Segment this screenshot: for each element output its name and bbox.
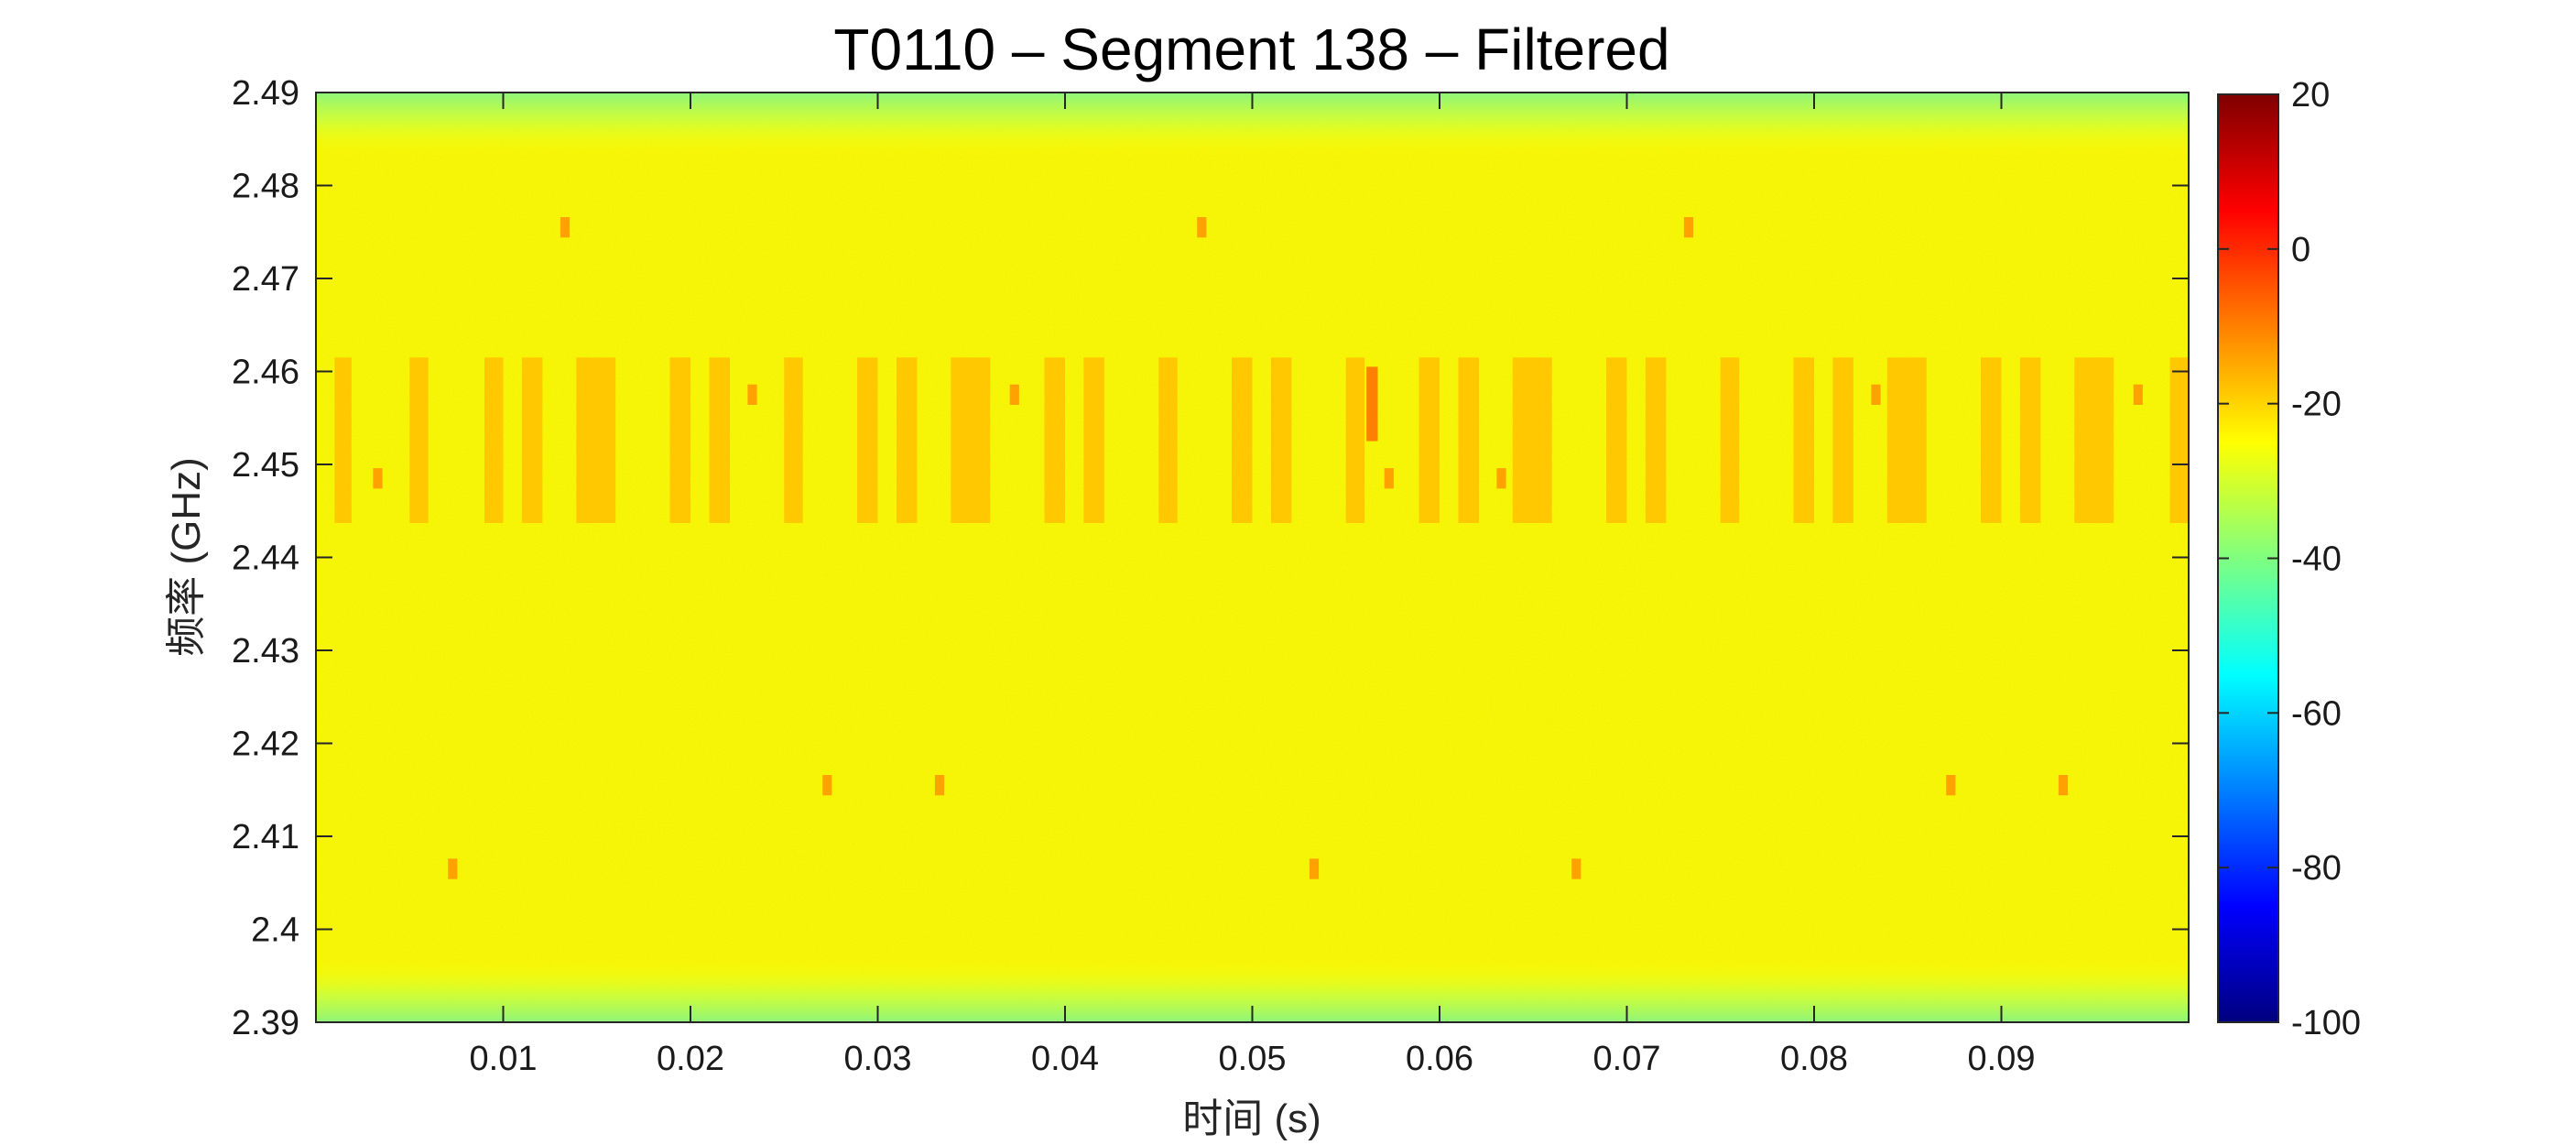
hop-mark [1009, 384, 1019, 405]
y-tick-label: 2.47 [232, 260, 299, 299]
colorbar-tick-label: 20 [2291, 76, 2330, 114]
y-tick-label: 2.49 [232, 74, 299, 113]
hop-mark [747, 384, 757, 405]
colorbar-tick-label: -60 [2291, 694, 2342, 733]
burst-mark [1512, 357, 1552, 523]
hop-mark [822, 775, 832, 796]
burst-mark [484, 357, 504, 523]
x-tick-label: 0.04 [1031, 1040, 1099, 1078]
hop-mark [1683, 217, 1694, 238]
hop-mark [1384, 468, 1394, 489]
x-tick-label: 0.02 [657, 1040, 724, 1078]
x-tick-label: 0.06 [1406, 1040, 1473, 1078]
hop-mark [1496, 468, 1506, 489]
colorbar-tick-label: -100 [2291, 1004, 2361, 1042]
plot-area [316, 93, 2189, 1022]
colorbar-axis: 20 0 -20 -40 -60 -80 -100 [2218, 76, 2361, 1042]
burst-mark [951, 357, 991, 523]
y-tick-label: 2.43 [232, 632, 299, 671]
narrowband-hops [373, 217, 2143, 879]
hop-mark [560, 217, 571, 238]
hop-mark [2133, 384, 2143, 405]
colorbar-tick-label: -40 [2291, 540, 2342, 579]
x-tick-label: 0.08 [1780, 1040, 1848, 1078]
burst-mark [2169, 357, 2189, 523]
burst-mark [784, 357, 803, 523]
x-tick-label: 0.01 [470, 1040, 538, 1078]
burst-mark [2074, 357, 2114, 523]
burst-mark [1832, 357, 1853, 523]
y-tick-label: 2.48 [232, 168, 299, 206]
x-tick-label: 0.09 [1968, 1040, 2036, 1078]
burst-mark [1886, 357, 1927, 523]
burst-mark [1083, 357, 1104, 523]
y-tick-label: 2.44 [232, 540, 299, 578]
burst-mark [521, 357, 543, 523]
y-tick-label: 2.4 [251, 911, 299, 950]
strong-burst-mark [1366, 366, 1378, 442]
burst-mark [1981, 357, 2002, 523]
hop-mark [1871, 384, 1881, 405]
hop-mark [448, 858, 458, 879]
x-tick-label: 0.03 [844, 1040, 912, 1078]
burst-mark [576, 357, 616, 523]
burst-mark [2019, 357, 2041, 523]
x-tick-label: 0.05 [1219, 1040, 1287, 1078]
chart-title: T0110 – Segment 138 – Filtered [833, 16, 1669, 82]
hop-mark [1309, 858, 1320, 879]
y-axis: 2.39 2.4 2.41 2.42 2.43 2.44 2.45 2.46 2.47 2.48 2… [232, 74, 2189, 1042]
hop-mark [2058, 775, 2069, 796]
burst-mark [1158, 357, 1178, 523]
hop-mark [934, 775, 945, 796]
y-tick-label: 2.42 [232, 725, 299, 764]
burst-mark [1645, 357, 1667, 523]
burst-mark [1606, 357, 1627, 523]
colorbar-tick-label: 0 [2291, 231, 2310, 269]
burst-mark [897, 357, 918, 523]
hop-mark [1197, 217, 1207, 238]
y-tick-label: 2.46 [232, 354, 299, 392]
wideband-bursts [334, 357, 2189, 523]
hop-mark [1571, 858, 1581, 879]
burst-mark [1418, 357, 1440, 523]
burst-mark [409, 357, 429, 523]
colorbar-tick-label: -20 [2291, 386, 2342, 424]
x-tick-label: 0.07 [1593, 1040, 1661, 1078]
x-axis-label: 时间 (s) [1182, 1096, 1321, 1141]
y-axis-label: 频率 (GHz) [164, 457, 209, 657]
burst-mark [1720, 357, 1740, 523]
hop-mark [1946, 775, 1956, 796]
colorbar-tick-label: -80 [2291, 849, 2342, 888]
burst-mark [669, 357, 690, 523]
x-axis: 0.01 0.02 0.03 0.04 0.05 0.06 0.07 0.08 0.09 [470, 93, 2036, 1078]
burst-mark [1793, 357, 1814, 523]
burst-mark [857, 357, 878, 523]
y-tick-label: 2.45 [232, 446, 299, 485]
burst-mark [709, 357, 730, 523]
band-edge-rolloff [316, 93, 2189, 1022]
burst-mark [1232, 357, 1253, 523]
burst-mark [334, 357, 352, 523]
y-tick-label: 2.41 [232, 818, 299, 856]
hop-mark [373, 468, 383, 489]
burst-mark [1270, 357, 1292, 523]
burst-mark [1345, 357, 1365, 523]
burst-mark [1044, 357, 1065, 523]
y-tick-label: 2.39 [232, 1004, 299, 1042]
burst-mark [1458, 357, 1479, 523]
